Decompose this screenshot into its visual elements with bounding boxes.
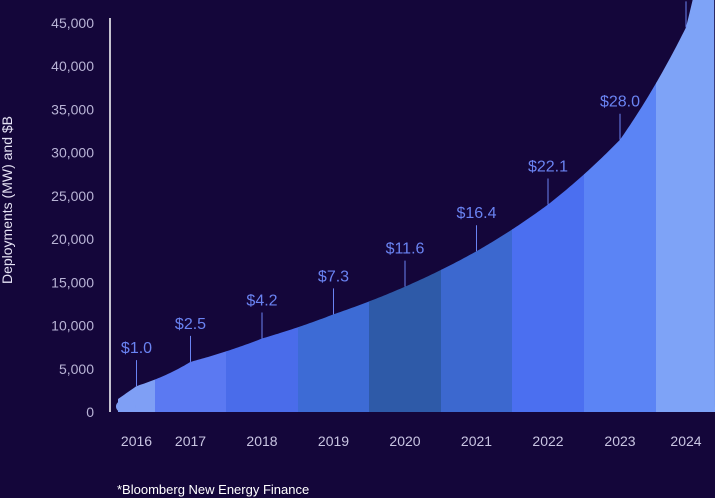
band-2018 bbox=[226, 0, 299, 412]
x-tick-label: 2018 bbox=[246, 433, 277, 449]
y-tick-label: 40,000 bbox=[51, 58, 94, 74]
data-label: $1.0 bbox=[121, 340, 152, 357]
data-label: $7.3 bbox=[318, 268, 349, 285]
x-tick-label: 2020 bbox=[389, 433, 420, 449]
y-tick-label: 10,000 bbox=[51, 318, 94, 334]
ticks-layer: 0 5,000 10,000 15,000 20,000 25,000 30,000 35,0… bbox=[51, 15, 702, 449]
bands-layer bbox=[116, 0, 715, 412]
band-2020 bbox=[369, 0, 442, 412]
x-tick-label: 2024 bbox=[670, 433, 701, 449]
x-tick-label: 2022 bbox=[532, 433, 563, 449]
band-2024 bbox=[656, 0, 715, 412]
y-tick-label: 30,000 bbox=[51, 145, 94, 161]
x-tick-label: 2019 bbox=[318, 433, 349, 449]
y-tick-label: 20,000 bbox=[51, 231, 94, 247]
area-left-cap bbox=[116, 401, 136, 412]
x-tick-label: 2017 bbox=[175, 433, 206, 449]
y-tick-label: 0 bbox=[86, 404, 94, 420]
data-label: $11.6 bbox=[386, 241, 425, 258]
data-label: $2.5 bbox=[175, 316, 206, 333]
source-footnote: *Bloomberg New Energy Finance bbox=[117, 482, 310, 497]
band-2019 bbox=[298, 0, 370, 412]
data-label: $28.0 bbox=[600, 94, 640, 111]
y-axis-title: Deployments (MW) and $B bbox=[0, 116, 15, 284]
band-2023 bbox=[584, 0, 657, 412]
y-tick-label: 25,000 bbox=[51, 188, 94, 204]
y-tick-label: 5,000 bbox=[59, 361, 94, 377]
y-tick-label: 45,000 bbox=[51, 15, 94, 31]
x-tick-label: 2023 bbox=[604, 433, 635, 449]
data-label: $4.2 bbox=[246, 293, 277, 310]
y-tick-label: 15,000 bbox=[51, 274, 94, 290]
y-tick-label: 35,000 bbox=[51, 101, 94, 117]
band-2022 bbox=[512, 0, 585, 412]
data-label: $16.4 bbox=[456, 205, 496, 222]
x-tick-label: 2016 bbox=[121, 433, 152, 449]
x-tick-label: 2021 bbox=[461, 433, 492, 449]
labels-layer: $1.0$2.5$4.2$7.3$11.6$16.4$22.1$28.0$34.… bbox=[121, 1, 687, 387]
data-label: $22.1 bbox=[528, 159, 568, 176]
